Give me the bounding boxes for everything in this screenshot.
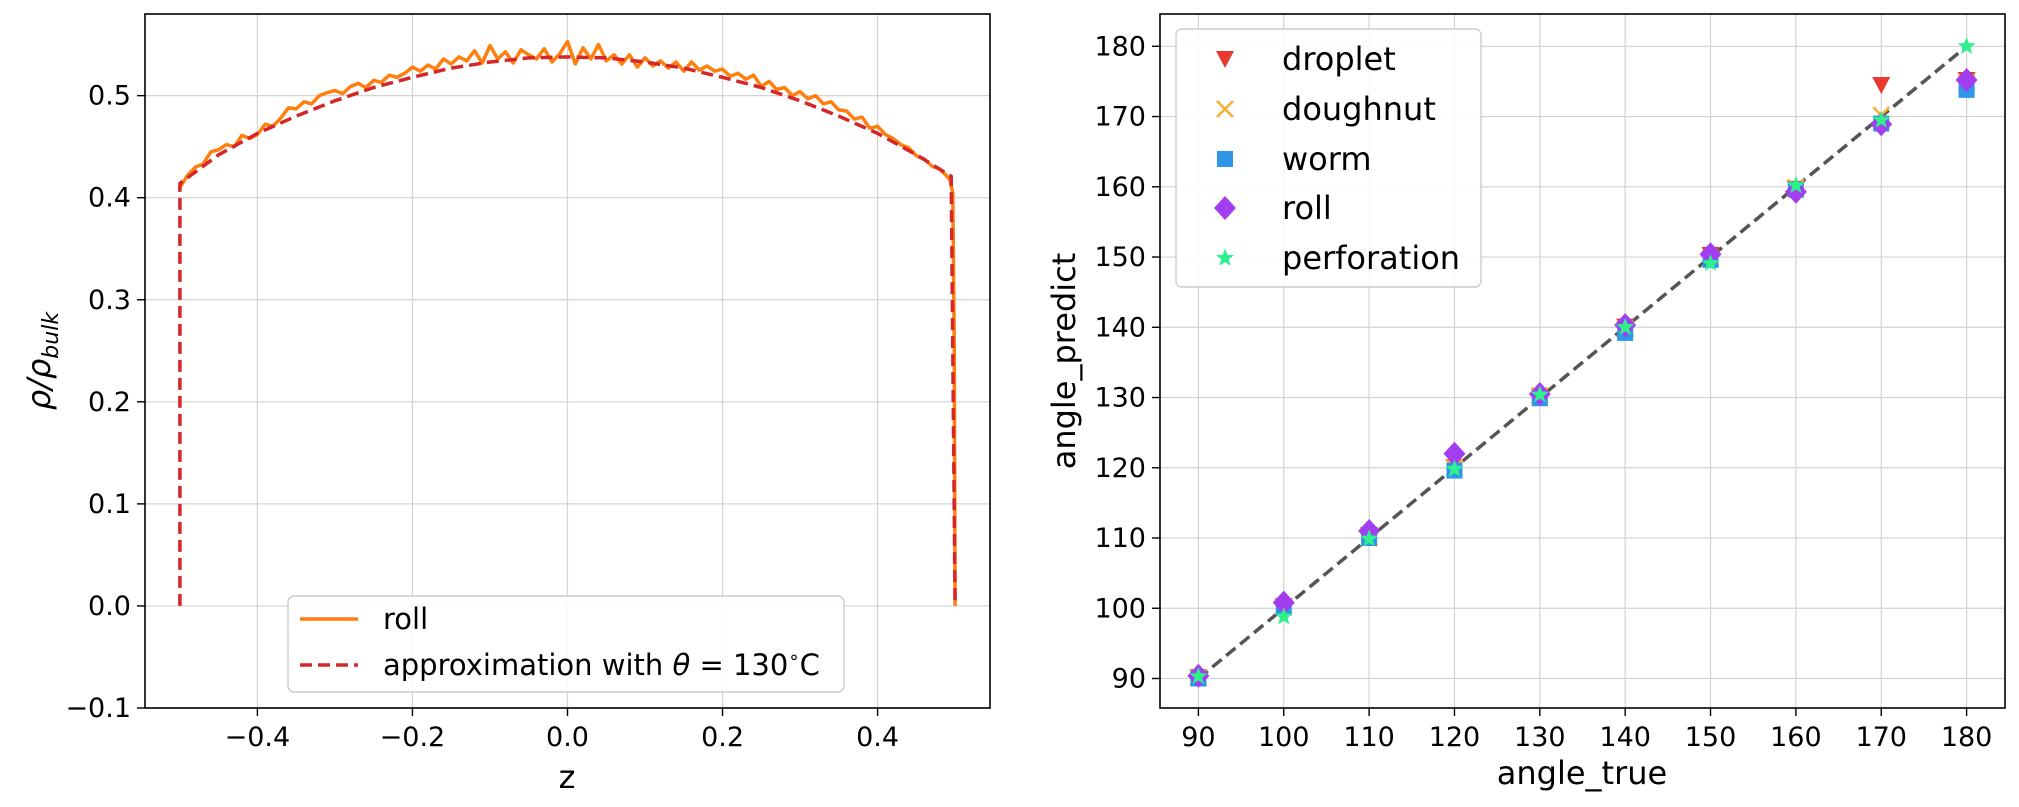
right-y-tick-label: 150 xyxy=(1094,242,1146,273)
right-legend-label-roll: roll xyxy=(1282,189,1332,227)
right-y-tick-label: 130 xyxy=(1094,383,1146,414)
left-y-tick-label: 0.0 xyxy=(88,591,131,622)
right-x-tick-label: 130 xyxy=(1514,722,1566,753)
right-y-axis-label: angle_predict xyxy=(1045,253,1083,470)
right-x-tick-label: 110 xyxy=(1343,722,1395,753)
perforation-point xyxy=(1530,385,1549,403)
perforation-point xyxy=(1786,175,1805,194)
legend-marker-doughnut xyxy=(1216,100,1234,118)
right-y-tick-label: 120 xyxy=(1094,453,1146,484)
right-y-tick-label: 170 xyxy=(1094,102,1146,133)
legend-marker-droplet xyxy=(1216,51,1234,68)
perforation-point xyxy=(1274,607,1293,625)
left-legend-label-roll: roll xyxy=(383,602,428,636)
left-x-tick-label: −0.2 xyxy=(380,722,446,753)
right-legend-label-perforation: perforation xyxy=(1282,239,1460,277)
left-legend-box xyxy=(287,595,845,693)
left-y-tick-label: 0.4 xyxy=(88,183,131,214)
legend-approx-prefix: approximation with xyxy=(383,648,672,682)
right-legend-box xyxy=(1175,28,1482,288)
left-y-tick-label: 0.3 xyxy=(88,285,131,316)
right-x-tick-label: 90 xyxy=(1181,722,1215,753)
left-x-axis-label: z xyxy=(559,758,576,796)
right-y-tick-label: 140 xyxy=(1094,312,1146,343)
perforation-point xyxy=(1616,317,1635,335)
left-y-axis-label: ρ/ρbulk xyxy=(20,311,64,410)
left-y-tick-label: −0.1 xyxy=(65,693,131,724)
left-chart: −0.4 −0.2 0.0 0.2 0.4−0.10.00.10.20.30.40.5 … xyxy=(20,13,991,796)
legend-approx-unit: C xyxy=(800,648,820,682)
droplet-point xyxy=(1872,76,1891,94)
right-x-tick-label: 150 xyxy=(1685,722,1737,753)
left-y-axis-label-main: ρ/ρ xyxy=(20,359,58,410)
right-y-tick-label: 90 xyxy=(1112,663,1146,694)
right-y-tick-label: 180 xyxy=(1094,31,1146,62)
left-y-tick-label: 0.2 xyxy=(88,387,131,418)
roll-point xyxy=(1784,179,1807,204)
approximation-series-line xyxy=(178,55,957,606)
right-chart: 90 100 110 120 130 140 150 160 170 180 90 100 110 120… xyxy=(1045,13,2006,792)
legend-marker-worm xyxy=(1217,151,1233,167)
perforation-point xyxy=(1189,666,1208,685)
left-tick-layer: −0.4 −0.2 0.0 0.2 0.4 −0.1 0.0 0.1 0.2 0.3 0.4 0.5 xyxy=(65,81,899,753)
right-x-axis-label: angle_true xyxy=(1497,754,1667,792)
right-tick-layer: 90 100 110 120 130 140 150 160 170 180 90 100 110 120… xyxy=(1094,31,1992,753)
perforation-point xyxy=(1872,110,1891,128)
right-legend-label-doughnut: doughnut xyxy=(1282,90,1436,128)
right-legend-label-droplet: droplet xyxy=(1282,40,1396,78)
right-x-tick-label: 160 xyxy=(1770,722,1822,753)
right-legend-markers xyxy=(1214,51,1236,266)
right-x-tick-label: 100 xyxy=(1258,722,1310,753)
right-reference-line xyxy=(1197,44,1968,680)
perforation-point xyxy=(1445,459,1464,477)
legend-approx-theta: θ xyxy=(672,648,690,682)
right-y-tick-label: 110 xyxy=(1094,523,1146,554)
legend-approx-suffix: = 130 xyxy=(690,648,788,682)
right-y-tick-label: 160 xyxy=(1094,172,1146,203)
roll-point xyxy=(1443,441,1466,466)
right-x-tick-label: 140 xyxy=(1599,722,1651,753)
right-series-layer xyxy=(1187,36,1978,688)
left-series-layer xyxy=(178,39,957,606)
perforation-point xyxy=(1957,36,1976,54)
left-legend-label-approximation: approximation with θ = 130∘C xyxy=(383,647,820,682)
left-legend: roll approximation with θ = 130∘C xyxy=(287,595,845,693)
legend-approx-degree: ∘ xyxy=(788,647,799,668)
right-axes-frame xyxy=(1159,13,2006,709)
right-legend-label-worm: worm xyxy=(1282,140,1372,178)
roll-point xyxy=(1955,68,1978,93)
perforation-point xyxy=(1360,529,1379,547)
left-x-tick-label: 0.0 xyxy=(546,722,589,753)
perforation-point xyxy=(1701,253,1720,271)
left-y-tick-label: 0.1 xyxy=(88,489,131,520)
legend-marker-roll xyxy=(1214,196,1236,220)
right-x-tick-label: 180 xyxy=(1941,722,1993,753)
roll-point xyxy=(1272,590,1295,615)
right-y-tick-label: 100 xyxy=(1094,593,1146,624)
legend-marker-perforation xyxy=(1216,248,1234,266)
left-x-tick-label: 0.4 xyxy=(856,722,899,753)
left-x-tick-label: −0.4 xyxy=(225,722,291,753)
left-x-tick-label: 0.2 xyxy=(701,722,744,753)
right-x-tick-label: 120 xyxy=(1429,722,1481,753)
right-x-tick-label: 170 xyxy=(1855,722,1907,753)
left-y-axis-label-sub: bulk xyxy=(39,311,64,359)
right-legend: droplet doughnut worm roll perforation xyxy=(1175,28,1482,288)
left-y-tick-label: 0.5 xyxy=(88,81,131,112)
